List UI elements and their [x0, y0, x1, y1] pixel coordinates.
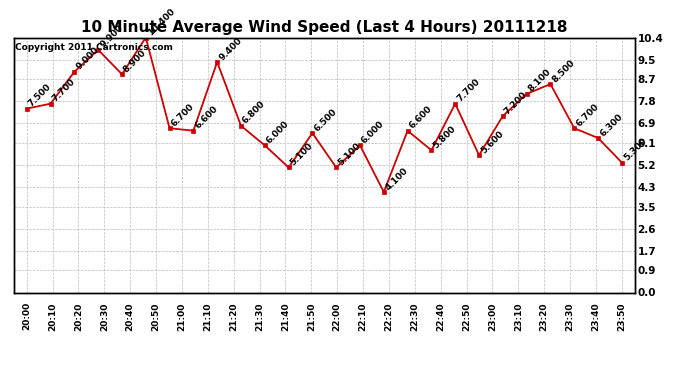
Text: 7.700: 7.700: [50, 77, 77, 104]
Text: 8.900: 8.900: [122, 48, 148, 74]
Text: 6.700: 6.700: [574, 102, 600, 128]
Text: 6.600: 6.600: [193, 104, 219, 130]
Text: 10.400: 10.400: [146, 7, 177, 38]
Text: 7.700: 7.700: [455, 77, 482, 104]
Text: 6.800: 6.800: [241, 99, 267, 126]
Text: 7.200: 7.200: [503, 90, 529, 116]
Title: 10 Minute Average Wind Speed (Last 4 Hours) 20111218: 10 Minute Average Wind Speed (Last 4 Hou…: [81, 20, 568, 35]
Text: 6.000: 6.000: [265, 119, 291, 146]
Text: 5.300: 5.300: [622, 136, 648, 162]
Text: 6.500: 6.500: [313, 107, 339, 133]
Text: 7.500: 7.500: [27, 82, 53, 109]
Text: 9.400: 9.400: [217, 36, 244, 62]
Text: 5.600: 5.600: [479, 129, 505, 155]
Text: 8.100: 8.100: [526, 68, 553, 94]
Text: 6.600: 6.600: [408, 104, 434, 130]
Text: 6.700: 6.700: [170, 102, 196, 128]
Text: 5.100: 5.100: [288, 141, 315, 168]
Text: 6.000: 6.000: [360, 119, 386, 146]
Text: 5.800: 5.800: [431, 124, 457, 150]
Text: 4.100: 4.100: [384, 166, 410, 192]
Text: 9.000: 9.000: [75, 46, 101, 72]
Text: 8.500: 8.500: [551, 58, 577, 84]
Text: 5.100: 5.100: [336, 141, 362, 168]
Text: 6.300: 6.300: [598, 112, 624, 138]
Text: 9.900: 9.900: [98, 23, 125, 50]
Text: Copyright 2011 Cartronics.com: Copyright 2011 Cartronics.com: [15, 43, 173, 52]
